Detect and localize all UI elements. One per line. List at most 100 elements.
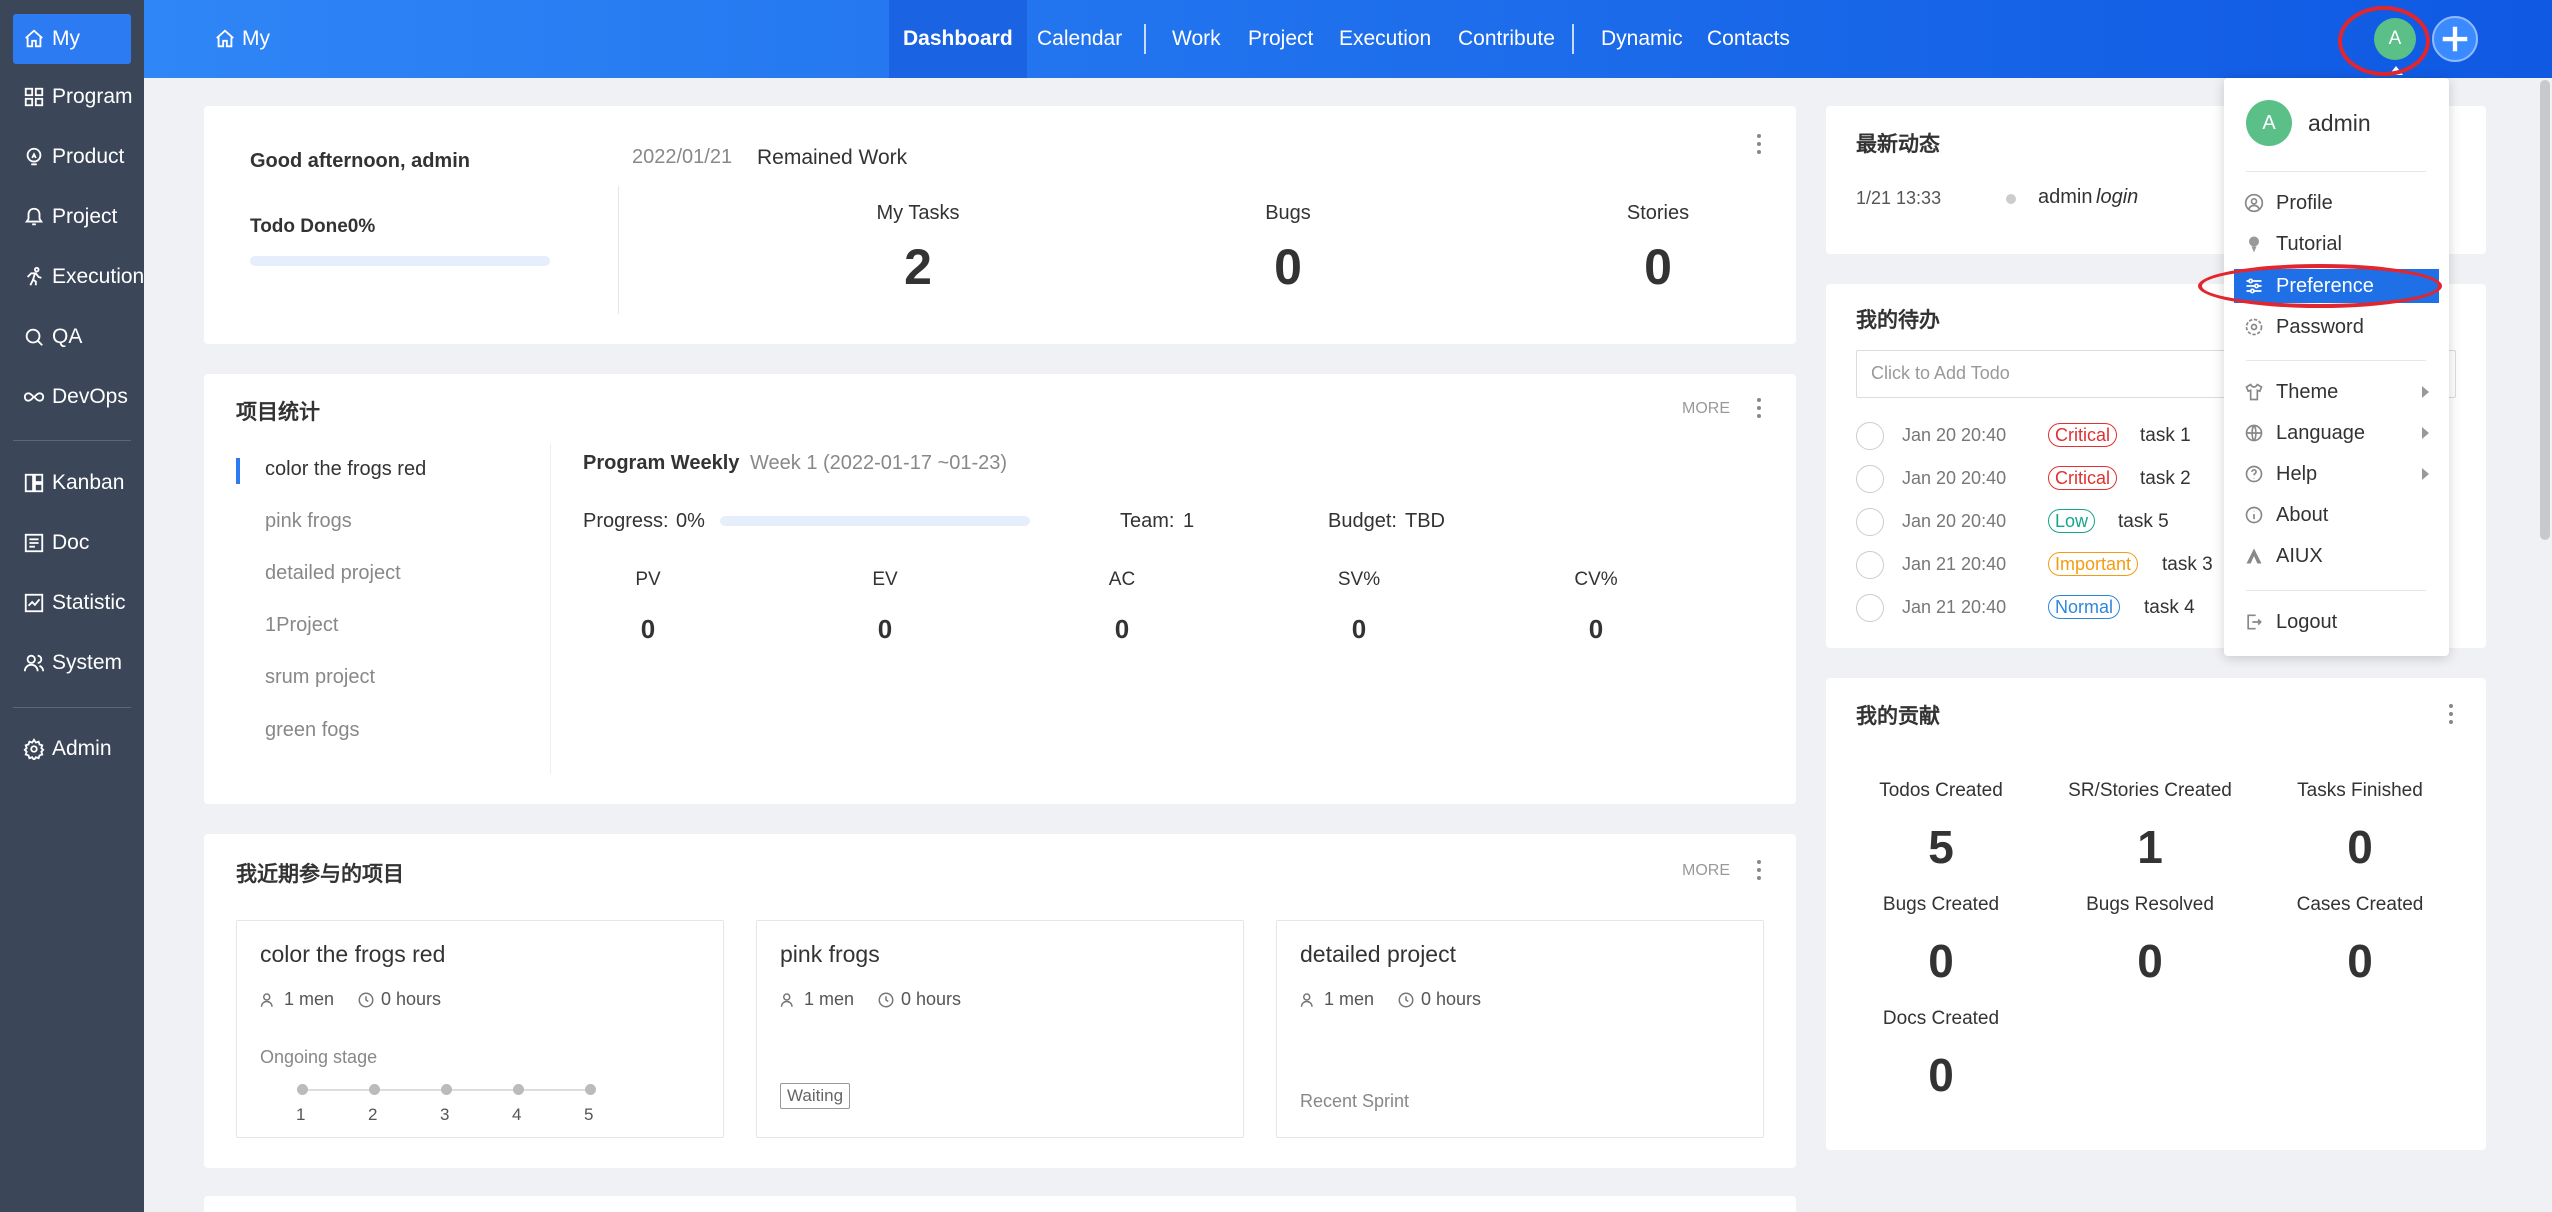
todo-checkbox[interactable] — [1856, 551, 1884, 579]
project-card-hours: 0 hours — [381, 989, 442, 1009]
contribution-label: SR/Stories Created — [2068, 780, 2232, 801]
tab-work[interactable]: Work — [1172, 27, 1221, 50]
menu-item-password[interactable]: Password — [2224, 310, 2449, 344]
tab-project[interactable]: Project — [1248, 27, 1314, 50]
clock-icon — [1398, 992, 1414, 1008]
project-card-hours: 0 hours — [1421, 989, 1482, 1009]
active-indicator — [236, 458, 240, 484]
todo-name[interactable]: task 2 — [2140, 468, 2191, 489]
team-value: 1 — [1183, 510, 1195, 532]
dynamic-time: 1/21 13:33 — [1856, 188, 1942, 208]
tab-contribute[interactable]: Contribute — [1458, 27, 1555, 50]
todo-checkbox[interactable] — [1856, 465, 1884, 493]
todo-name[interactable]: task 5 — [2118, 511, 2169, 532]
panel-menu-icon[interactable] — [1754, 860, 1764, 882]
contribution-label: Docs Created — [1882, 1008, 2000, 1029]
menu-item-label: Help — [2276, 462, 2318, 485]
sidebar-item-project[interactable]: Project — [13, 192, 131, 242]
menu-item-about[interactable]: About — [2224, 498, 2449, 532]
priority-badge: Important — [2048, 552, 2139, 576]
menu-item-label: About — [2276, 503, 2329, 526]
todo-checkbox[interactable] — [1856, 508, 1884, 536]
sidebar-item-my[interactable]: My — [13, 14, 131, 64]
contribution-label: Bugs Resolved — [2086, 894, 2214, 915]
sidebar-item-program[interactable]: Program — [13, 72, 133, 122]
stat-label: Stories — [1626, 202, 1690, 224]
sidebar-item-execution[interactable]: Execution — [13, 252, 144, 302]
panel-menu-icon[interactable] — [2446, 704, 2456, 726]
project-card[interactable]: detailed project 1 men 0 hours Recent Sp… — [1276, 920, 1764, 1138]
clock-icon — [878, 992, 894, 1008]
users-icon — [23, 654, 45, 672]
sidebar-item-qa[interactable]: QA — [13, 312, 131, 362]
project-list-item[interactable]: detailed project — [265, 562, 401, 584]
contribution-value: 5 — [1928, 821, 1954, 873]
project-card-men: 1 men — [1324, 989, 1375, 1009]
menu-item-profile[interactable]: Profile — [2224, 186, 2449, 220]
sidebar-item-devops[interactable]: DevOps — [13, 372, 131, 422]
panel-menu-icon[interactable] — [1754, 398, 1764, 420]
todo-checkbox[interactable] — [1856, 422, 1884, 450]
menu-divider — [2246, 171, 2426, 172]
sidebar-item-product[interactable]: Product — [13, 132, 131, 182]
dynamic-user: admin — [2038, 186, 2093, 208]
todo-name[interactable]: task 1 — [2140, 425, 2191, 446]
tab-dashboard[interactable]: Dashboard — [889, 0, 1027, 78]
todo-name[interactable]: task 4 — [2144, 597, 2195, 618]
sidebar-item-label: Statistic — [52, 591, 126, 614]
project-list-item[interactable]: green fogs — [265, 719, 360, 741]
project-card-hours: 0 hours — [901, 989, 962, 1009]
stat-value-bugs[interactable]: 0 — [1274, 239, 1302, 295]
menu-item-help[interactable]: Help — [2224, 457, 2449, 491]
metric-label: PV — [635, 569, 661, 590]
project-list-item[interactable]: pink frogs — [265, 510, 352, 532]
sidebar-item-label: DevOps — [52, 385, 128, 408]
sidebar-item-kanban[interactable]: Kanban — [13, 458, 131, 508]
contribution-value: 0 — [1928, 1049, 1954, 1101]
tab-execution[interactable]: Execution — [1339, 27, 1432, 50]
metric-value: 0 — [1351, 614, 1367, 644]
breadcrumb-my[interactable]: My — [214, 0, 270, 78]
stat-value-my-tasks[interactable]: 2 — [904, 239, 932, 295]
more-link[interactable]: MORE — [1682, 400, 1730, 417]
doc-icon — [24, 533, 44, 553]
menu-item-theme[interactable]: Theme — [2224, 375, 2449, 409]
menu-item-tutorial[interactable]: Tutorial — [2224, 227, 2449, 261]
project-list-item[interactable]: color the frogs red — [265, 458, 427, 480]
stat-label: Bugs — [1265, 202, 1311, 224]
stat-value-stories[interactable]: 0 — [1644, 239, 1672, 295]
project-list-item[interactable]: srum project — [265, 666, 376, 688]
project-list-item[interactable]: 1Project — [265, 614, 339, 636]
add-todo-input[interactable]: Click to Add Todo — [1856, 350, 2456, 398]
tab-contacts[interactable]: Contacts — [1707, 27, 1790, 50]
project-card[interactable]: pink frogs 1 men 0 hours Waiting — [756, 920, 1244, 1138]
user-menu: A admin Profile Tutorial Preference Pass… — [2224, 78, 2449, 656]
menu-username: admin — [2308, 110, 2371, 136]
project-card-men: 1 men — [284, 989, 335, 1009]
menu-item-label: Password — [2276, 315, 2364, 338]
project-card[interactable]: color the frogs red 1 men 0 hours Ongoin… — [236, 920, 724, 1138]
menu-item-aiux[interactable]: AIUX — [2224, 539, 2449, 573]
sidebar-item-admin[interactable]: Admin — [13, 724, 131, 774]
todo-name[interactable]: task 3 — [2162, 554, 2213, 575]
top-header: My Dashboard Calendar Work Project Execu… — [144, 0, 2552, 78]
panel-menu-icon[interactable] — [1754, 134, 1764, 156]
tab-dynamic[interactable]: Dynamic — [1601, 27, 1683, 50]
more-link[interactable]: MORE — [1682, 862, 1730, 879]
page-scrollbar[interactable] — [2540, 80, 2550, 540]
metric-value: 0 — [877, 614, 893, 644]
project-card-name: detailed project — [1300, 941, 1456, 967]
sidebar-item-statistic[interactable]: Statistic — [13, 578, 131, 628]
tab-calendar[interactable]: Calendar — [1037, 27, 1123, 50]
shirt-icon — [2245, 383, 2263, 401]
menu-item-language[interactable]: Language — [2224, 416, 2449, 450]
add-button[interactable] — [2432, 16, 2478, 62]
sidebar-item-doc[interactable]: Doc — [13, 518, 131, 568]
todo-checkbox[interactable] — [1856, 594, 1884, 622]
sidebar-item-system[interactable]: System — [13, 638, 131, 688]
aiux-icon — [2246, 548, 2262, 564]
home-icon — [216, 29, 234, 48]
status-badge: Waiting — [780, 1083, 851, 1109]
stage-dot — [513, 1084, 524, 1095]
menu-item-logout[interactable]: Logout — [2224, 605, 2449, 639]
